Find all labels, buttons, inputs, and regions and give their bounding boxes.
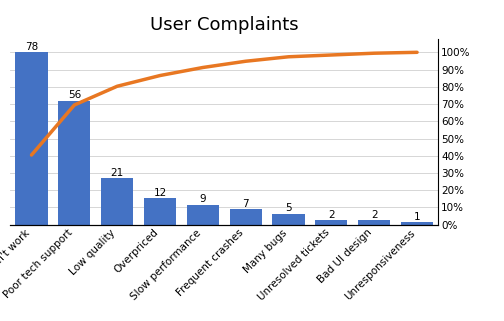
Bar — [16, 52, 47, 225]
Text: 78: 78 — [25, 42, 38, 52]
Text: 5: 5 — [285, 203, 292, 213]
Bar — [358, 220, 390, 225]
Bar — [316, 220, 347, 225]
Title: User Complaints: User Complaints — [150, 16, 298, 34]
Text: 12: 12 — [153, 187, 167, 197]
Bar — [187, 205, 219, 225]
Bar — [58, 101, 90, 225]
Text: 56: 56 — [68, 90, 81, 100]
Bar — [144, 198, 176, 225]
Text: 2: 2 — [371, 210, 377, 220]
Text: 21: 21 — [110, 168, 124, 178]
Text: 7: 7 — [242, 199, 249, 209]
Text: 9: 9 — [200, 194, 206, 204]
Text: 1: 1 — [414, 212, 420, 222]
Bar — [230, 209, 262, 225]
Bar — [401, 222, 433, 225]
Bar — [273, 214, 304, 225]
Bar — [101, 178, 133, 225]
Text: 2: 2 — [328, 210, 335, 220]
